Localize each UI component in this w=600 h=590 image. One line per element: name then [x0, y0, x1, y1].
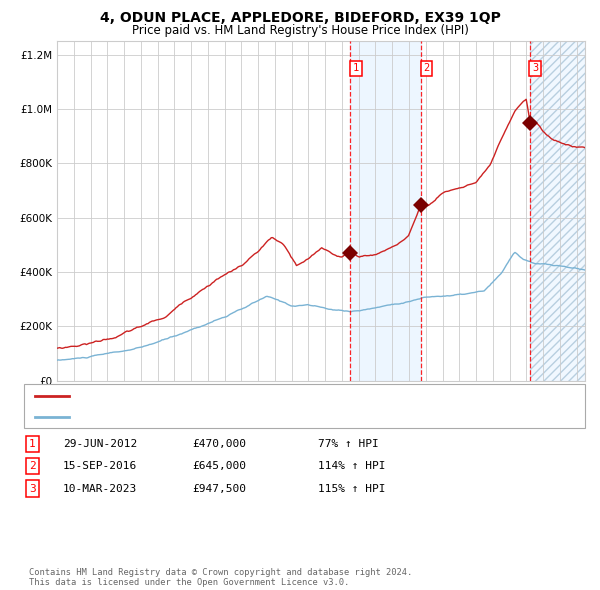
Text: £645,000: £645,000 — [192, 461, 246, 471]
Bar — [530, 41, 585, 381]
Text: 15-SEP-2016: 15-SEP-2016 — [63, 461, 137, 471]
Text: 4, ODUN PLACE, APPLEDORE, BIDEFORD, EX39 1QP (detached house): 4, ODUN PLACE, APPLEDORE, BIDEFORD, EX39… — [76, 391, 442, 401]
Text: 4, ODUN PLACE, APPLEDORE, BIDEFORD, EX39 1QP: 4, ODUN PLACE, APPLEDORE, BIDEFORD, EX39… — [100, 11, 500, 25]
Text: Price paid vs. HM Land Registry's House Price Index (HPI): Price paid vs. HM Land Registry's House … — [131, 24, 469, 37]
Text: 114% ↑ HPI: 114% ↑ HPI — [318, 461, 386, 471]
Text: 1: 1 — [29, 439, 35, 448]
Text: 29-JUN-2012: 29-JUN-2012 — [63, 439, 137, 448]
Text: £470,000: £470,000 — [192, 439, 246, 448]
Text: 3: 3 — [532, 63, 538, 73]
Text: 10-MAR-2023: 10-MAR-2023 — [63, 484, 137, 493]
Text: £947,500: £947,500 — [192, 484, 246, 493]
Text: 77% ↑ HPI: 77% ↑ HPI — [318, 439, 379, 448]
Text: 2: 2 — [424, 63, 430, 73]
Text: 2: 2 — [29, 461, 35, 471]
Text: 3: 3 — [29, 484, 35, 493]
Text: HPI: Average price, detached house, Torridge: HPI: Average price, detached house, Torr… — [76, 412, 340, 422]
Bar — [530, 41, 585, 381]
Bar — [350, 41, 421, 381]
Text: Contains HM Land Registry data © Crown copyright and database right 2024.
This d: Contains HM Land Registry data © Crown c… — [29, 568, 412, 587]
Text: 115% ↑ HPI: 115% ↑ HPI — [318, 484, 386, 493]
Text: 1: 1 — [353, 63, 359, 73]
